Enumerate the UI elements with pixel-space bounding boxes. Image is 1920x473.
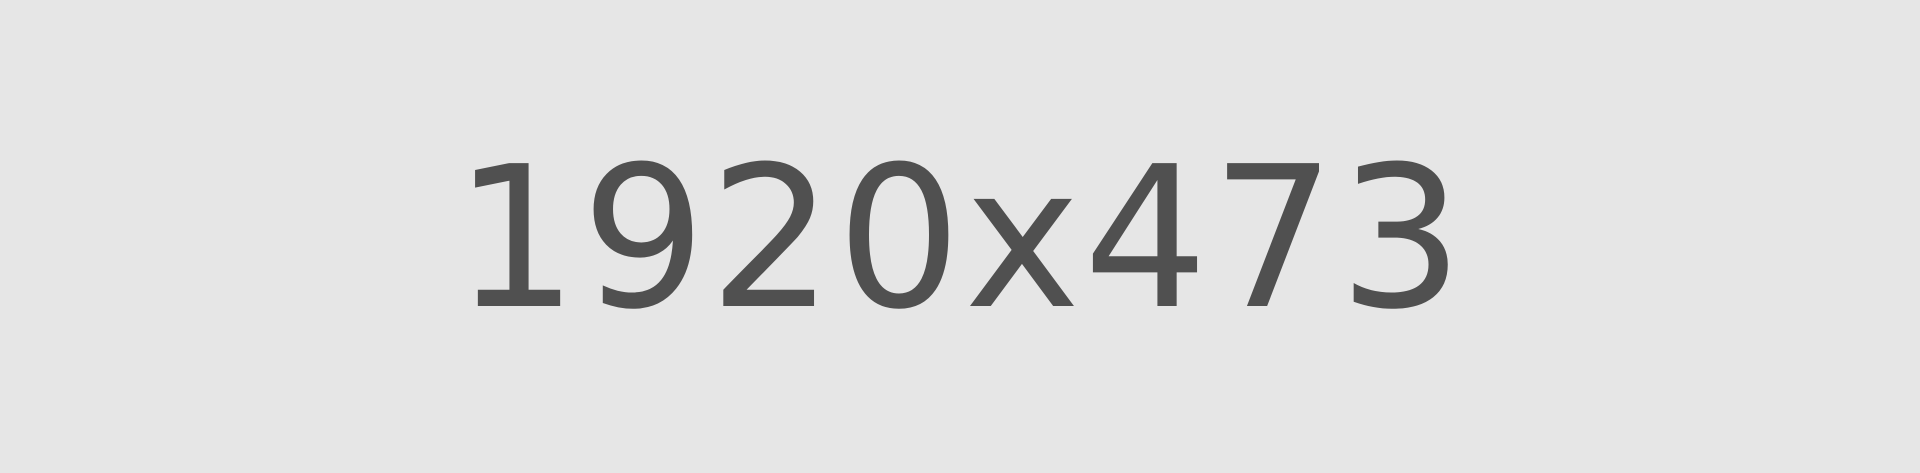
placeholder-dimensions-label: 1920x473	[453, 124, 1467, 353]
